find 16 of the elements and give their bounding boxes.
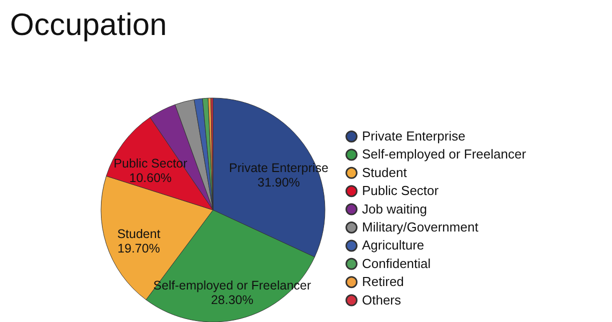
data-label: 10.60% <box>129 170 172 185</box>
legend-label: Military/Government <box>362 220 479 234</box>
legend-label: Confidential <box>362 256 431 271</box>
legend-label: Public Sector <box>362 183 440 198</box>
data-label: 28.30% <box>210 293 254 308</box>
legend-label: Retired <box>362 274 404 290</box>
slice-label: Student <box>117 226 161 241</box>
legend-label: Others <box>362 292 402 308</box>
legend-label: Self-employed or Freelancer <box>362 146 527 162</box>
data-label: 31.90% <box>258 176 300 190</box>
chart-title: Occupation <box>10 7 167 42</box>
legend-label: Job waiting <box>362 201 428 216</box>
data-label: 19.70% <box>118 241 160 256</box>
legend-label: Agriculture <box>362 238 424 253</box>
legend-label: Student <box>362 164 408 180</box>
legend-label: Private Enterprise <box>362 128 466 144</box>
